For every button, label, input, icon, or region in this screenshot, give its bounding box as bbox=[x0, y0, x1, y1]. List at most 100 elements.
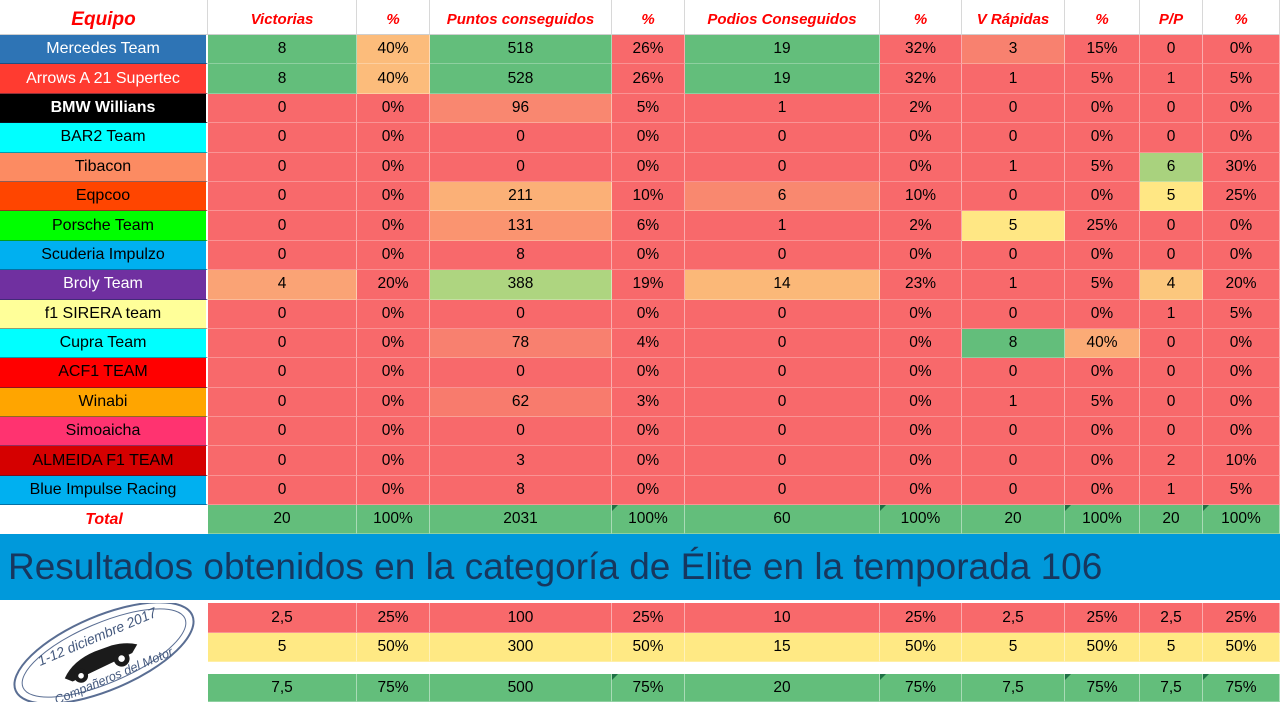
total-data-cell[interactable]: 100% bbox=[1065, 505, 1140, 535]
data-cell[interactable]: 8 bbox=[962, 328, 1065, 359]
data-cell[interactable]: 0 bbox=[685, 328, 880, 359]
data-cell[interactable]: 40% bbox=[1065, 328, 1140, 359]
data-cell[interactable]: 0% bbox=[1203, 35, 1280, 65]
data-cell[interactable]: 0 bbox=[685, 417, 880, 447]
data-cell[interactable]: 5% bbox=[1065, 387, 1140, 418]
data-cell[interactable]: 1 bbox=[685, 211, 880, 241]
data-cell[interactable]: 0 bbox=[1140, 328, 1203, 359]
data-cell[interactable]: 0% bbox=[357, 211, 430, 241]
data-cell[interactable]: 0 bbox=[1140, 417, 1203, 447]
data-cell[interactable]: 0% bbox=[1203, 417, 1280, 447]
data-cell[interactable]: 0 bbox=[962, 93, 1065, 124]
data-cell[interactable]: 0 bbox=[962, 475, 1065, 506]
data-cell[interactable]: 0% bbox=[612, 475, 685, 506]
data-cell[interactable]: 6% bbox=[612, 211, 685, 241]
data-cell[interactable]: 0% bbox=[880, 387, 962, 418]
data-cell[interactable]: 0% bbox=[880, 299, 962, 329]
column-header-5-podios-conseguidos[interactable]: Podios Conseguidos bbox=[685, 5, 880, 35]
data-cell[interactable]: 20% bbox=[1203, 270, 1280, 300]
data-cell[interactable]: 1 bbox=[962, 270, 1065, 300]
threshold-cell[interactable]: 25% bbox=[357, 603, 430, 633]
data-cell[interactable]: 2 bbox=[1140, 446, 1203, 476]
data-cell[interactable]: 10% bbox=[880, 181, 962, 212]
data-cell[interactable]: 388 bbox=[430, 270, 612, 300]
data-cell[interactable]: 0 bbox=[430, 299, 612, 329]
data-cell[interactable]: 0% bbox=[612, 358, 685, 388]
total-data-cell[interactable]: 2031 bbox=[430, 505, 612, 535]
data-cell[interactable]: 5 bbox=[962, 211, 1065, 241]
data-cell[interactable]: 8 bbox=[430, 240, 612, 271]
threshold-cell[interactable]: 2,5 bbox=[962, 603, 1065, 633]
data-cell[interactable]: 0% bbox=[612, 417, 685, 447]
data-cell[interactable]: 0% bbox=[1203, 211, 1280, 241]
data-cell[interactable]: 0% bbox=[880, 358, 962, 388]
column-header-9-p-p[interactable]: P/P bbox=[1140, 5, 1203, 35]
stamp-logo-image[interactable]: 1-12 diciembre 2017 Compañeros del Motor bbox=[0, 601, 208, 703]
column-header-6-pct[interactable]: % bbox=[880, 5, 962, 35]
data-cell[interactable]: 26% bbox=[612, 35, 685, 65]
data-cell[interactable]: 0% bbox=[612, 299, 685, 329]
data-cell[interactable]: 0% bbox=[1065, 299, 1140, 329]
data-cell[interactable]: 26% bbox=[612, 64, 685, 94]
data-cell[interactable]: 0% bbox=[1065, 181, 1140, 212]
data-cell[interactable]: 0 bbox=[430, 123, 612, 153]
column-header-8-pct[interactable]: % bbox=[1065, 5, 1140, 35]
total-label-cell[interactable]: Total bbox=[0, 505, 208, 535]
threshold-cell[interactable]: 75% bbox=[357, 674, 430, 703]
data-cell[interactable]: 0% bbox=[1065, 240, 1140, 271]
data-cell[interactable]: 0% bbox=[1065, 475, 1140, 506]
data-cell[interactable]: 0% bbox=[357, 446, 430, 476]
team-name-cell[interactable]: Tibacon bbox=[0, 152, 208, 182]
column-header-0-equipo[interactable]: Equipo bbox=[0, 5, 208, 35]
data-cell[interactable]: 5% bbox=[612, 93, 685, 124]
threshold-cell[interactable]: 75% bbox=[1203, 674, 1280, 703]
data-cell[interactable]: 40% bbox=[357, 35, 430, 65]
column-header-2-pct[interactable]: % bbox=[357, 5, 430, 35]
total-data-cell[interactable]: 100% bbox=[1203, 505, 1280, 535]
data-cell[interactable]: 5% bbox=[1065, 64, 1140, 94]
data-cell[interactable]: 4 bbox=[208, 270, 357, 300]
data-cell[interactable]: 528 bbox=[430, 64, 612, 94]
threshold-cell[interactable]: 25% bbox=[1065, 603, 1140, 633]
threshold-cell[interactable]: 500 bbox=[430, 674, 612, 703]
data-cell[interactable]: 14 bbox=[685, 270, 880, 300]
threshold-cell[interactable]: 2,5 bbox=[208, 603, 357, 633]
data-cell[interactable]: 0% bbox=[1065, 417, 1140, 447]
data-cell[interactable]: 0% bbox=[357, 93, 430, 124]
data-cell[interactable]: 0% bbox=[880, 328, 962, 359]
data-cell[interactable]: 0 bbox=[1140, 240, 1203, 271]
threshold-cell[interactable]: 75% bbox=[612, 674, 685, 703]
data-cell[interactable]: 0% bbox=[612, 152, 685, 182]
total-data-cell[interactable]: 100% bbox=[612, 505, 685, 535]
team-name-cell[interactable]: Mercedes Team bbox=[0, 35, 208, 65]
data-cell[interactable]: 0% bbox=[357, 181, 430, 212]
data-cell[interactable]: 32% bbox=[880, 64, 962, 94]
data-cell[interactable]: 4 bbox=[1140, 270, 1203, 300]
data-cell[interactable]: 23% bbox=[880, 270, 962, 300]
data-cell[interactable]: 0 bbox=[1140, 211, 1203, 241]
data-cell[interactable]: 3 bbox=[430, 446, 612, 476]
data-cell[interactable]: 211 bbox=[430, 181, 612, 212]
threshold-cell[interactable]: 20 bbox=[685, 674, 880, 703]
data-cell[interactable]: 8 bbox=[208, 35, 357, 65]
threshold-cell[interactable]: 25% bbox=[880, 603, 962, 633]
data-cell[interactable]: 3% bbox=[612, 387, 685, 418]
data-cell[interactable]: 0 bbox=[208, 93, 357, 124]
data-cell[interactable]: 0 bbox=[208, 446, 357, 476]
data-cell[interactable]: 0 bbox=[962, 358, 1065, 388]
threshold-cell[interactable]: 10 bbox=[685, 603, 880, 633]
data-cell[interactable]: 518 bbox=[430, 35, 612, 65]
threshold-cell[interactable]: 2,5 bbox=[1140, 603, 1203, 633]
data-cell[interactable]: 5% bbox=[1203, 475, 1280, 506]
data-cell[interactable]: 30% bbox=[1203, 152, 1280, 182]
data-cell[interactable]: 0 bbox=[685, 387, 880, 418]
threshold-cell[interactable]: 7,5 bbox=[208, 674, 357, 703]
data-cell[interactable]: 20% bbox=[357, 270, 430, 300]
team-name-cell[interactable]: Porsche Team bbox=[0, 211, 208, 241]
data-cell[interactable]: 0% bbox=[1065, 93, 1140, 124]
data-cell[interactable]: 0% bbox=[357, 328, 430, 359]
data-cell[interactable]: 5% bbox=[1065, 270, 1140, 300]
data-cell[interactable]: 1 bbox=[1140, 64, 1203, 94]
data-cell[interactable]: 0 bbox=[1140, 93, 1203, 124]
team-name-cell[interactable]: Eqpcoo bbox=[0, 181, 208, 212]
